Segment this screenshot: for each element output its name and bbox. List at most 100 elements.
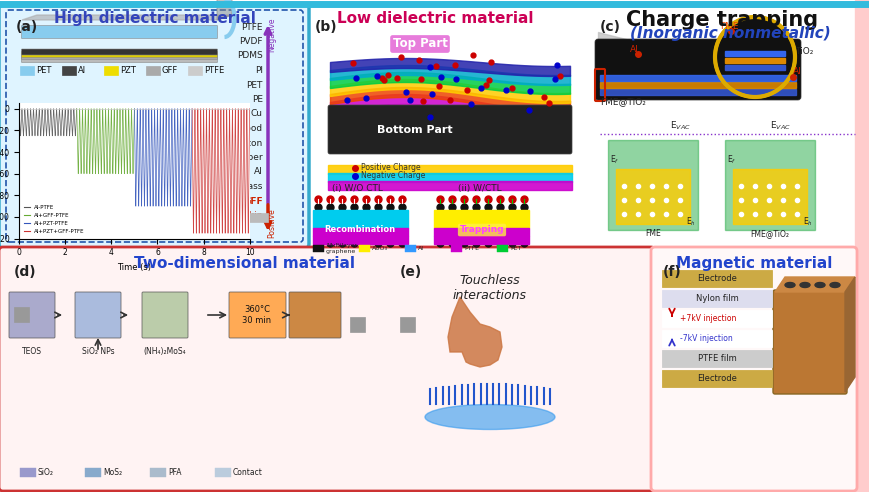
- Bar: [85, 468, 101, 477]
- Text: Trapping: Trapping: [459, 225, 504, 235]
- Bar: [733, 169, 806, 224]
- Text: Magnetic material: Magnetic material: [675, 256, 832, 271]
- Text: GFF: GFF: [243, 196, 262, 206]
- Text: PDMS: PDMS: [237, 52, 262, 61]
- Bar: [724, 65, 784, 70]
- Bar: [607, 140, 697, 230]
- Text: Al: Al: [792, 67, 801, 76]
- Text: Hair, skin: Hair, skin: [220, 211, 262, 220]
- FancyBboxPatch shape: [22, 26, 217, 38]
- Bar: [400, 317, 415, 332]
- Text: -7kV injection: -7kV injection: [680, 334, 732, 343]
- Text: Paper: Paper: [237, 153, 262, 162]
- Text: Top Part: Top Part: [392, 37, 447, 51]
- Text: (ii) W/CTL: (ii) W/CTL: [458, 184, 501, 193]
- Text: (a): (a): [16, 20, 38, 34]
- Text: PET: PET: [509, 246, 521, 251]
- FancyBboxPatch shape: [229, 292, 286, 338]
- Bar: [328, 165, 571, 174]
- Bar: [600, 89, 795, 95]
- Text: Bottom Part: Bottom Part: [377, 125, 452, 135]
- Text: PTFE: PTFE: [242, 23, 262, 31]
- Bar: [20, 468, 36, 477]
- Text: Electrode: Electrode: [696, 374, 736, 383]
- FancyBboxPatch shape: [142, 292, 188, 338]
- Polygon shape: [216, 0, 232, 20]
- FancyBboxPatch shape: [0, 247, 654, 491]
- Text: Charge trapping: Charge trapping: [625, 10, 817, 30]
- Bar: [724, 58, 784, 63]
- Text: PI: PI: [255, 66, 262, 75]
- Bar: [328, 173, 571, 182]
- Bar: [661, 290, 771, 307]
- Bar: [434, 236, 528, 244]
- FancyBboxPatch shape: [22, 49, 217, 55]
- FancyBboxPatch shape: [75, 292, 121, 338]
- Bar: [248, 213, 268, 222]
- Text: SiO₂: SiO₂: [38, 468, 54, 477]
- Text: MoS₂: MoS₂: [103, 468, 122, 477]
- Text: Al: Al: [417, 246, 423, 251]
- Text: (d): (d): [14, 265, 36, 279]
- Text: FME@TiO₂: FME@TiO₂: [750, 229, 788, 238]
- Text: Nylon film: Nylon film: [695, 294, 738, 303]
- Text: Wood: Wood: [237, 124, 262, 133]
- Text: PE: PE: [252, 95, 262, 104]
- Ellipse shape: [799, 282, 809, 287]
- Text: GFF: GFF: [162, 66, 178, 75]
- Bar: [661, 310, 771, 327]
- Ellipse shape: [425, 404, 554, 430]
- Bar: [313, 210, 408, 228]
- FancyBboxPatch shape: [22, 53, 217, 60]
- Bar: [149, 468, 166, 477]
- Text: E$_h$: E$_h$: [802, 215, 812, 227]
- Text: Negative Charge: Negative Charge: [361, 172, 425, 181]
- Bar: [434, 228, 528, 236]
- Text: Electrode: Electrode: [696, 274, 736, 283]
- Bar: [600, 82, 795, 88]
- Text: E$_{VAC}$: E$_{VAC}$: [769, 120, 790, 132]
- Bar: [600, 75, 795, 81]
- Text: Al₂O₃: Al₂O₃: [372, 246, 388, 251]
- Text: Positive: Positive: [267, 208, 276, 238]
- Bar: [146, 66, 160, 75]
- FancyBboxPatch shape: [289, 292, 341, 338]
- Text: PFA: PFA: [168, 468, 182, 477]
- Ellipse shape: [814, 282, 824, 287]
- Text: PTFE film: PTFE film: [697, 354, 735, 363]
- Text: FME: FME: [720, 22, 738, 31]
- Text: PET: PET: [36, 66, 51, 75]
- Bar: [313, 228, 408, 236]
- Text: FME: FME: [645, 229, 660, 238]
- Text: Positive Charge: Positive Charge: [361, 163, 420, 173]
- FancyBboxPatch shape: [9, 292, 55, 338]
- Text: (Inorganic nonmetallic): (Inorganic nonmetallic): [629, 26, 829, 41]
- Polygon shape: [22, 15, 232, 20]
- Bar: [349, 317, 365, 332]
- Ellipse shape: [829, 282, 839, 287]
- X-axis label: Time (s): Time (s): [117, 263, 151, 272]
- Bar: [434, 210, 528, 228]
- Polygon shape: [844, 277, 854, 392]
- FancyBboxPatch shape: [0, 4, 308, 248]
- Text: Cu: Cu: [251, 110, 262, 119]
- Text: High dielectric material: High dielectric material: [54, 11, 255, 26]
- Text: TEOS: TEOS: [22, 347, 42, 356]
- Text: SiO₂ NPs: SiO₂ NPs: [82, 347, 114, 356]
- Text: +7kV injection: +7kV injection: [680, 314, 735, 323]
- Bar: [62, 66, 76, 75]
- Text: (i) W/O CTL: (i) W/O CTL: [331, 184, 382, 193]
- FancyBboxPatch shape: [22, 52, 217, 58]
- FancyBboxPatch shape: [22, 52, 217, 62]
- Polygon shape: [774, 277, 854, 292]
- Bar: [14, 307, 29, 322]
- Bar: [405, 245, 415, 252]
- Text: Cotton: Cotton: [233, 139, 262, 148]
- Text: (b): (b): [315, 20, 337, 34]
- Bar: [661, 370, 771, 387]
- Bar: [20, 66, 34, 75]
- FancyBboxPatch shape: [773, 290, 846, 394]
- Bar: [313, 236, 408, 244]
- Legend: Al-PTFE, Al+GFF-PTFE, Al+PZT-PTFE, Al+PZT+GFF-PTFE: Al-PTFE, Al+GFF-PTFE, Al+PZT-PTFE, Al+PZ…: [22, 203, 87, 236]
- Text: Al: Al: [629, 45, 638, 54]
